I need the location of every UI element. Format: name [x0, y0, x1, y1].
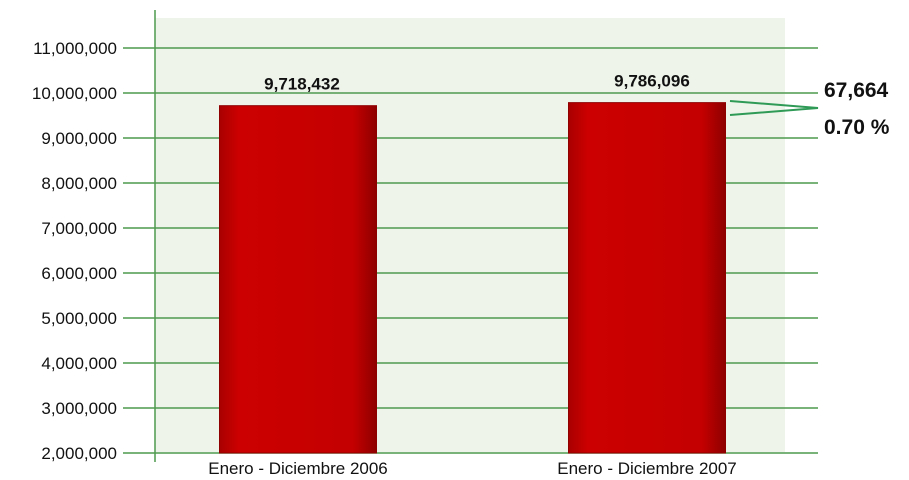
- difference-bracket: [729, 100, 819, 116]
- y-tick-label: 2,000,000: [41, 444, 117, 463]
- y-tick-label: 7,000,000: [41, 219, 117, 238]
- x-category-label: Enero - Diciembre 2007: [557, 459, 737, 478]
- bar-value-label: 9,718,432: [264, 75, 340, 94]
- difference-percent-label: 0.70 %: [824, 116, 890, 139]
- y-tick-label: 9,000,000: [41, 129, 117, 148]
- x-category-label: Enero - Diciembre 2006: [208, 459, 388, 478]
- y-tick-label: 5,000,000: [41, 309, 117, 328]
- y-tick-label: 3,000,000: [41, 399, 117, 418]
- bar: [568, 102, 726, 454]
- bar-value-label: 9,786,096: [614, 72, 690, 91]
- y-tick-label: 11,000,000: [33, 39, 117, 58]
- y-tick-label: 6,000,000: [41, 264, 117, 283]
- difference-value-label: 67,664: [824, 79, 889, 102]
- y-tick-label: 8,000,000: [41, 174, 117, 193]
- y-tick-label: 10,000,000: [32, 84, 117, 103]
- y-tick-label: 4,000,000: [41, 354, 117, 373]
- bar: [219, 105, 377, 454]
